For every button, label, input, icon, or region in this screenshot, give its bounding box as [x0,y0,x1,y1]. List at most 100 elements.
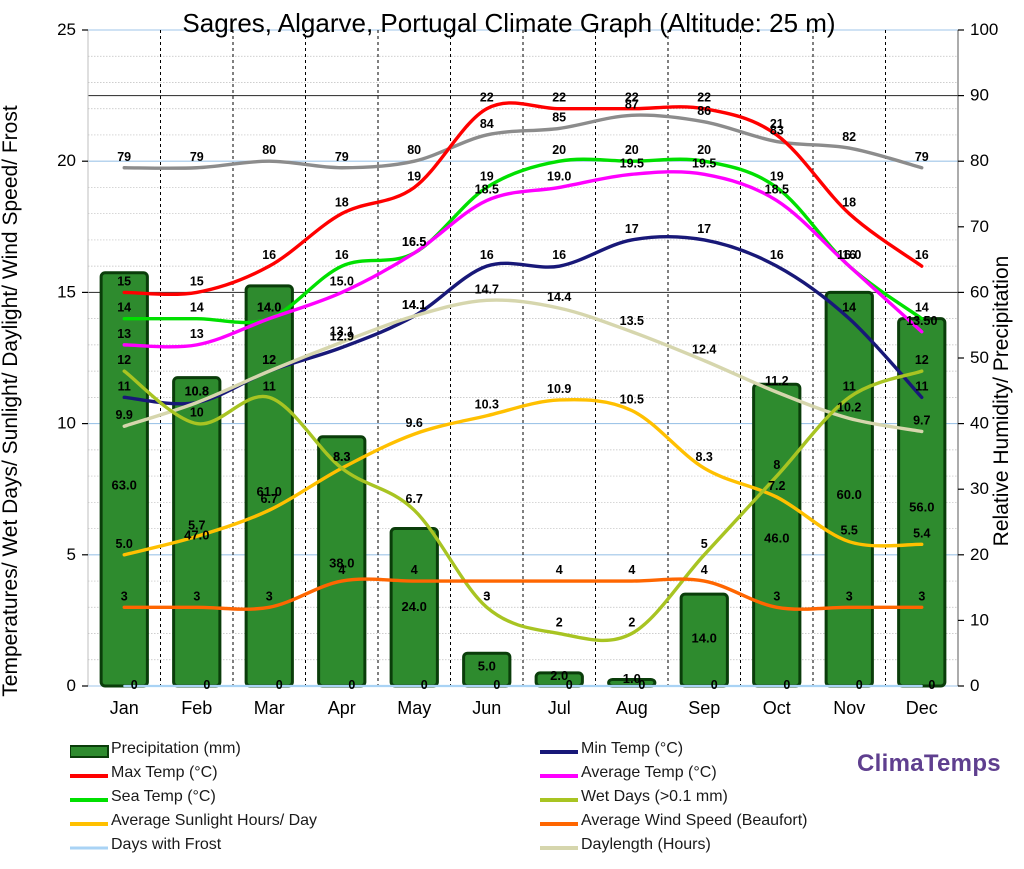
svg-text:2: 2 [556,616,563,630]
svg-text:20: 20 [625,143,639,157]
svg-text:15: 15 [117,274,131,288]
svg-text:5: 5 [67,545,76,564]
svg-text:16: 16 [262,248,276,262]
svg-text:16.0: 16.0 [837,248,861,262]
svg-text:25: 25 [57,20,76,39]
svg-text:22: 22 [480,91,494,105]
svg-text:5.4: 5.4 [913,526,930,540]
svg-text:3: 3 [121,589,128,603]
svg-text:20: 20 [970,545,989,564]
svg-text:86: 86 [697,104,711,118]
svg-text:19: 19 [407,169,421,183]
svg-text:40: 40 [970,414,989,433]
svg-text:13.1: 13.1 [330,324,354,338]
svg-text:18: 18 [335,196,349,210]
svg-text:11: 11 [843,379,856,393]
svg-text:14.1: 14.1 [402,298,426,312]
svg-text:Dec: Dec [906,698,938,718]
svg-text:22: 22 [552,91,566,105]
svg-text:0: 0 [638,678,645,692]
svg-text:Feb: Feb [181,698,212,718]
svg-text:Aug: Aug [616,698,648,718]
svg-text:3: 3 [918,589,925,603]
svg-text:80: 80 [407,143,421,157]
svg-text:5.0: 5.0 [116,537,133,551]
svg-text:79: 79 [190,150,204,164]
svg-text:4: 4 [338,563,345,577]
svg-text:0: 0 [203,678,210,692]
svg-text:79: 79 [335,150,349,164]
svg-text:10.5: 10.5 [620,393,644,407]
svg-text:10.9: 10.9 [547,382,571,396]
svg-text:16: 16 [335,248,349,262]
svg-text:10.3: 10.3 [475,398,499,412]
svg-text:90: 90 [970,86,989,105]
svg-text:18.5: 18.5 [765,183,789,197]
svg-text:9.7: 9.7 [913,414,930,428]
svg-text:14.0: 14.0 [257,301,281,315]
svg-text:18: 18 [842,196,856,210]
svg-text:30: 30 [970,479,989,498]
svg-text:11: 11 [263,379,276,393]
svg-text:0: 0 [67,676,76,695]
svg-text:9.9: 9.9 [116,408,133,422]
svg-text:10: 10 [57,414,76,433]
svg-text:10.2: 10.2 [837,400,861,414]
svg-text:14: 14 [190,301,204,315]
svg-text:4: 4 [556,563,563,577]
svg-text:Oct: Oct [763,698,791,718]
svg-text:16: 16 [552,248,566,262]
svg-text:17: 17 [697,222,711,236]
svg-text:70: 70 [970,217,989,236]
svg-text:20: 20 [697,143,711,157]
svg-text:14.0: 14.0 [692,630,717,645]
svg-text:16: 16 [480,248,494,262]
svg-text:19.5: 19.5 [620,156,644,170]
svg-text:14.4: 14.4 [547,290,571,304]
svg-text:17: 17 [625,222,639,236]
svg-text:8.3: 8.3 [696,450,713,464]
svg-text:20: 20 [57,151,76,170]
svg-text:8.3: 8.3 [333,450,350,464]
svg-text:24.0: 24.0 [402,599,427,614]
svg-text:4: 4 [701,563,708,577]
svg-text:4: 4 [628,563,635,577]
svg-text:5.5: 5.5 [841,524,858,538]
svg-text:20: 20 [552,143,566,157]
svg-text:12: 12 [262,353,276,367]
svg-text:15: 15 [190,274,204,288]
svg-text:Mar: Mar [254,698,285,718]
svg-text:19.5: 19.5 [692,156,716,170]
svg-text:18.5: 18.5 [475,183,499,197]
svg-text:11.2: 11.2 [765,374,789,388]
svg-text:50: 50 [970,348,989,367]
svg-text:85: 85 [552,110,566,124]
svg-text:Apr: Apr [328,698,356,718]
svg-text:3: 3 [846,589,853,603]
svg-text:0: 0 [131,678,138,692]
svg-text:22: 22 [697,91,711,105]
svg-text:80: 80 [262,143,276,157]
svg-text:3: 3 [266,589,273,603]
svg-text:60.0: 60.0 [837,487,862,502]
svg-text:11: 11 [915,379,928,393]
svg-text:16: 16 [770,248,784,262]
svg-text:0: 0 [856,678,863,692]
svg-text:0: 0 [783,678,790,692]
svg-text:Relative Humidity/ Precipitati: Relative Humidity/ Precipitation [990,256,1013,547]
svg-text:10.8: 10.8 [185,385,209,399]
svg-text:14: 14 [842,301,856,315]
svg-text:6.7: 6.7 [261,492,278,506]
svg-text:15.0: 15.0 [330,274,354,288]
svg-text:60: 60 [970,282,989,301]
svg-text:–: – [483,588,490,602]
svg-text:19.0: 19.0 [547,169,571,183]
svg-text:8: 8 [773,458,780,472]
svg-text:7.2: 7.2 [768,479,785,493]
svg-text:5: 5 [701,537,708,551]
svg-text:Temperatures/ Wet Days/ Sunlig: Temperatures/ Wet Days/ Sunlight/ Daylig… [0,105,22,697]
svg-text:0: 0 [566,678,573,692]
svg-text:2: 2 [628,616,635,630]
svg-text:82: 82 [842,130,856,144]
svg-text:12: 12 [117,353,131,367]
